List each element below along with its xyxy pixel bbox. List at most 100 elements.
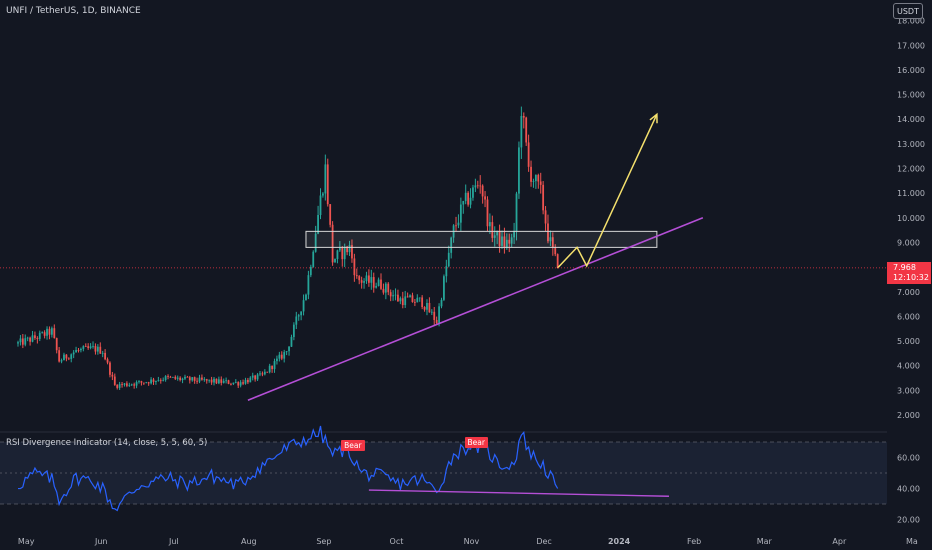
time-tick-label: Jul	[168, 537, 179, 546]
price-pane[interactable]	[0, 106, 887, 401]
time-tick-label: Jun	[94, 537, 108, 546]
candle-body	[259, 373, 261, 375]
candle-body	[309, 266, 312, 276]
candle-body	[205, 379, 208, 381]
candle-body	[276, 358, 278, 362]
candle-body	[188, 377, 191, 381]
price-tick-label: 14.000	[897, 115, 925, 124]
candle-body	[26, 337, 29, 339]
candle-body	[237, 382, 240, 386]
candle-body	[55, 338, 58, 351]
candle-body	[522, 115, 525, 118]
candle-body	[244, 379, 247, 384]
candle-body	[128, 384, 131, 386]
candle-body	[358, 276, 361, 281]
rsi-tick-label: 40.00	[897, 485, 920, 494]
candle-body	[89, 346, 92, 349]
candle-body	[41, 332, 44, 334]
support-trendline[interactable]	[247, 217, 704, 401]
candle-body	[404, 296, 407, 306]
candle-body	[508, 239, 511, 244]
candle-body	[501, 236, 503, 246]
currency-button[interactable]: USDT	[893, 3, 923, 19]
bear-badge: Bear	[341, 440, 365, 452]
candle-body	[186, 376, 189, 378]
candle-body	[481, 185, 484, 197]
candle-body	[273, 361, 276, 370]
candle-body	[491, 222, 494, 238]
candle-body	[295, 316, 298, 325]
candle-body	[53, 328, 56, 339]
candle-body	[346, 246, 349, 253]
indicator-title[interactable]: RSI Divergence Indicator (14, close, 5, …	[6, 438, 208, 448]
candle-body	[365, 275, 368, 282]
candle-body	[394, 294, 397, 296]
candle-body	[96, 346, 99, 352]
candle-body	[479, 185, 482, 187]
candle-body	[201, 377, 203, 380]
candle-body	[234, 382, 237, 383]
candle-body	[67, 358, 70, 360]
candle-body	[401, 298, 404, 306]
candle-body	[532, 181, 535, 182]
candle-body	[104, 352, 107, 360]
candle-body	[530, 166, 532, 182]
candle-body	[440, 299, 443, 307]
rsi-pane[interactable]	[0, 425, 887, 512]
candle-body	[457, 222, 460, 226]
projection-path[interactable]	[557, 113, 658, 269]
candle-body	[377, 279, 380, 287]
candle-body	[99, 346, 102, 354]
candle-body	[118, 384, 121, 388]
candle-body	[314, 233, 317, 252]
candle-body	[75, 350, 77, 353]
candle-body	[34, 335, 36, 339]
candle-body	[63, 354, 65, 361]
candle-body	[556, 254, 559, 268]
price-tick-label: 9.000	[897, 238, 920, 247]
candle-body	[370, 277, 373, 283]
candle-body	[113, 376, 116, 385]
candle-body	[290, 336, 293, 347]
candle-body	[518, 147, 520, 194]
candle-body	[505, 239, 508, 249]
candle-body	[220, 379, 223, 383]
candle-body	[554, 247, 557, 255]
candle-body	[484, 196, 486, 200]
bar-countdown: 12:10:32	[893, 273, 929, 282]
axes: 2.0003.0004.0005.0006.0007.0008.0009.000…	[18, 17, 925, 546]
resistance-zone[interactable]	[305, 230, 658, 248]
candle-body	[455, 225, 457, 227]
candle-body	[319, 195, 322, 215]
candle-body	[503, 236, 506, 249]
candle-body	[363, 281, 365, 283]
price-tick-label: 13.000	[897, 140, 925, 149]
rsi-divergence-line[interactable]	[368, 489, 669, 497]
candle-body	[46, 328, 48, 336]
candle-body	[106, 359, 109, 363]
candle-body	[203, 379, 206, 380]
candle-body	[210, 379, 213, 383]
symbol-title[interactable]: UNFI / TetherUS, 1D, BINANCE	[6, 6, 141, 16]
candle-body	[261, 373, 264, 375]
candle-body	[438, 306, 440, 324]
candle-body	[459, 204, 462, 223]
candle-body	[351, 245, 353, 259]
candle-body	[322, 193, 324, 196]
time-tick-label: Nov	[464, 537, 480, 546]
candle-body	[416, 297, 419, 303]
time-tick-label: Apr	[832, 537, 847, 546]
candle-body	[145, 382, 148, 384]
candle-body	[65, 354, 68, 359]
candle-body	[58, 350, 61, 362]
rsi-line[interactable]	[17, 425, 559, 512]
time-tick-label: Ma	[906, 537, 918, 546]
candle-body	[450, 237, 453, 253]
candle-body	[193, 377, 196, 381]
price-tick-label: 17.000	[897, 41, 925, 50]
price-tick-label: 10.000	[897, 214, 925, 223]
candle-body	[126, 383, 128, 386]
candle-body	[150, 379, 152, 384]
candle-body	[60, 360, 63, 362]
